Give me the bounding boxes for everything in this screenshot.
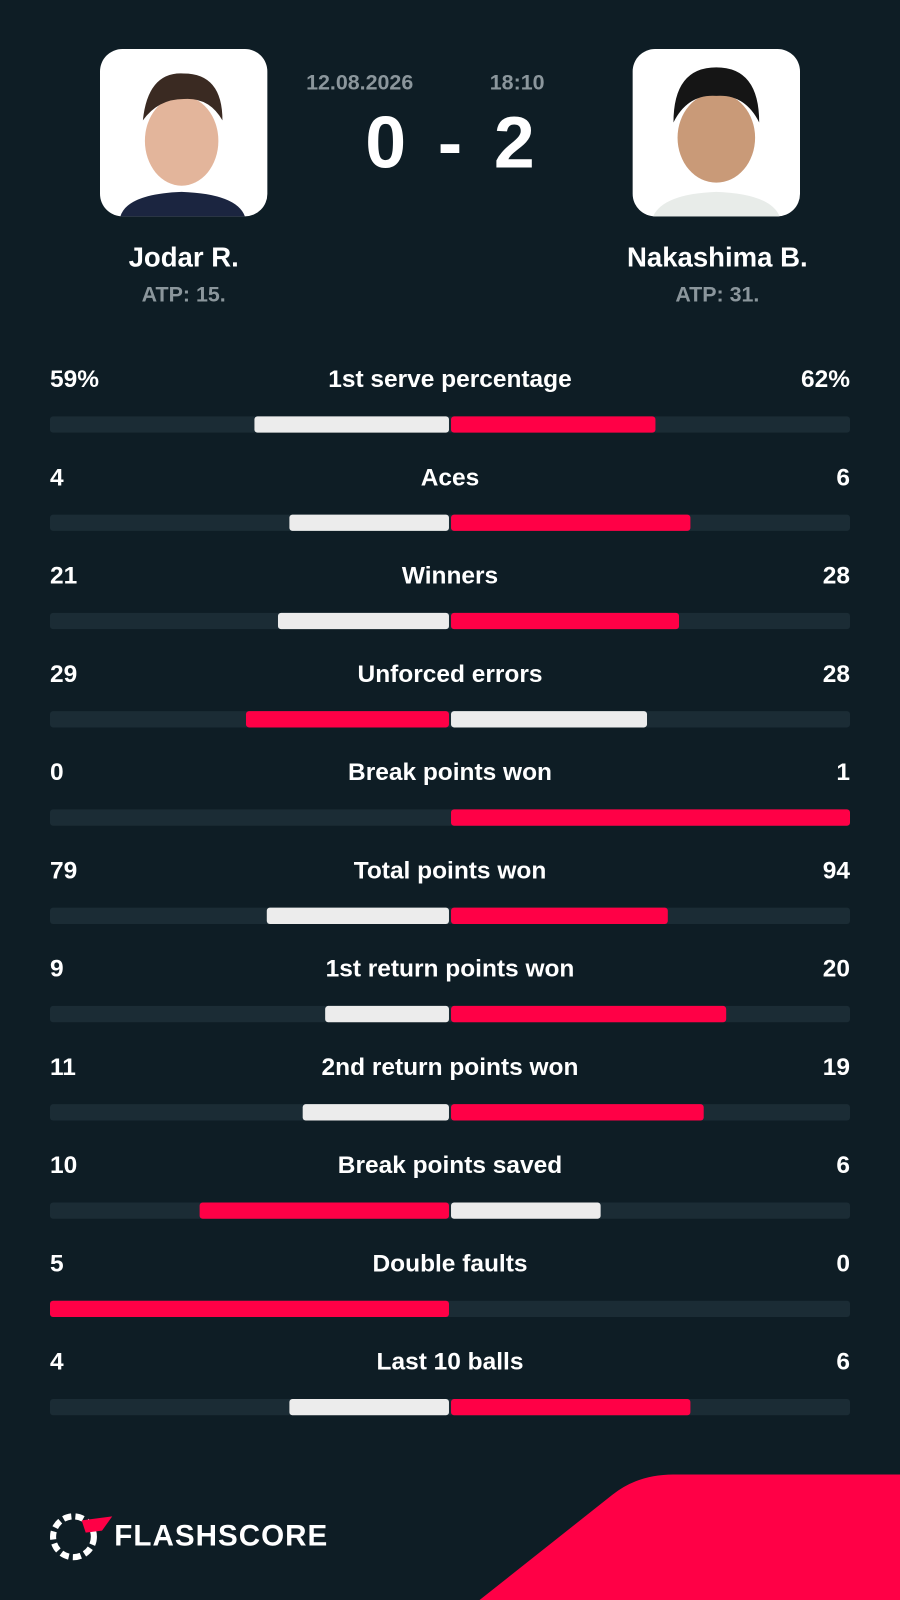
stat-label: 1st serve percentage [328, 366, 571, 393]
home-bar [277, 612, 449, 630]
home-bar [325, 1005, 449, 1023]
home-value: 11 [50, 1054, 76, 1081]
home-value: 79 [50, 857, 77, 884]
away-bar [451, 612, 680, 630]
home-value: 29 [50, 661, 77, 688]
away-value: 19 [823, 1054, 850, 1081]
home-bar [50, 1300, 449, 1318]
stat-label: Break points won [348, 759, 552, 786]
home-rank: ATP: 15. [142, 283, 226, 307]
bar-track [50, 1398, 850, 1416]
away-value: 1 [836, 759, 850, 786]
away-bar [451, 1005, 727, 1023]
away-bar [451, 907, 668, 924]
stat-label: Total points won [354, 857, 547, 884]
away-value: 28 [823, 661, 850, 688]
home-value: 10 [50, 1152, 77, 1179]
score-separator: - [438, 100, 462, 183]
stat-label: Unforced errors [358, 661, 543, 688]
away-photo [632, 48, 800, 217]
home-value: 4 [50, 464, 64, 491]
bar-track [50, 1104, 850, 1121]
away-name: Nakashima B. [627, 241, 808, 272]
away-value: 0 [836, 1250, 850, 1277]
stat-label: 1st return points won [326, 956, 575, 983]
home-photo [100, 48, 268, 217]
away-bar [451, 1398, 691, 1416]
away-bar [451, 514, 691, 531]
home-value: 59% [50, 366, 99, 393]
home-value: 9 [50, 956, 64, 983]
away-value: 94 [823, 857, 851, 884]
stat-label: Double faults [373, 1250, 528, 1277]
home-bar [302, 1104, 449, 1121]
away-bar [451, 711, 648, 728]
stat-label: Last 10 balls [377, 1349, 524, 1376]
decor-shape [479, 1474, 900, 1600]
away-value: 28 [823, 563, 850, 590]
home-value: 4 [50, 1349, 64, 1376]
brand-logo [50, 1513, 113, 1561]
home-bar [289, 514, 449, 531]
match-date: 12.08.2026 [306, 70, 413, 94]
away-rank: ATP: 31. [675, 283, 759, 307]
home-value: 0 [50, 759, 64, 786]
home-bar [245, 711, 449, 728]
away-value: 6 [836, 464, 850, 491]
bar-track [50, 907, 850, 924]
away-bar [451, 809, 850, 826]
match-time: 18:10 [490, 70, 545, 94]
away-value: 62% [801, 366, 850, 393]
stat-label: 2nd return points won [322, 1054, 579, 1081]
home-bar [199, 1202, 449, 1219]
stat-label: Break points saved [338, 1152, 562, 1179]
bar-track [50, 711, 850, 728]
away-value: 6 [836, 1349, 850, 1376]
home-bar [266, 907, 449, 924]
away-score: 2 [494, 100, 535, 183]
bar-track [50, 514, 850, 531]
bar-track [50, 612, 850, 630]
stat-label: Winners [402, 563, 498, 590]
brand-name: FLASHSCORE [114, 1520, 328, 1553]
home-bar [254, 416, 449, 433]
away-bar [451, 1104, 704, 1121]
home-score: 0 [365, 100, 406, 183]
stat-label: Aces [421, 464, 480, 491]
away-bar [451, 1202, 601, 1219]
home-value: 5 [50, 1250, 64, 1277]
home-bar [289, 1398, 449, 1416]
bar-track [50, 1202, 850, 1219]
bar-track [50, 416, 850, 433]
away-value: 6 [836, 1152, 850, 1179]
home-name: Jodar R. [129, 241, 239, 272]
bar-track [50, 1005, 850, 1023]
away-value: 20 [823, 956, 850, 983]
home-value: 21 [50, 563, 77, 590]
away-bar [451, 416, 656, 433]
